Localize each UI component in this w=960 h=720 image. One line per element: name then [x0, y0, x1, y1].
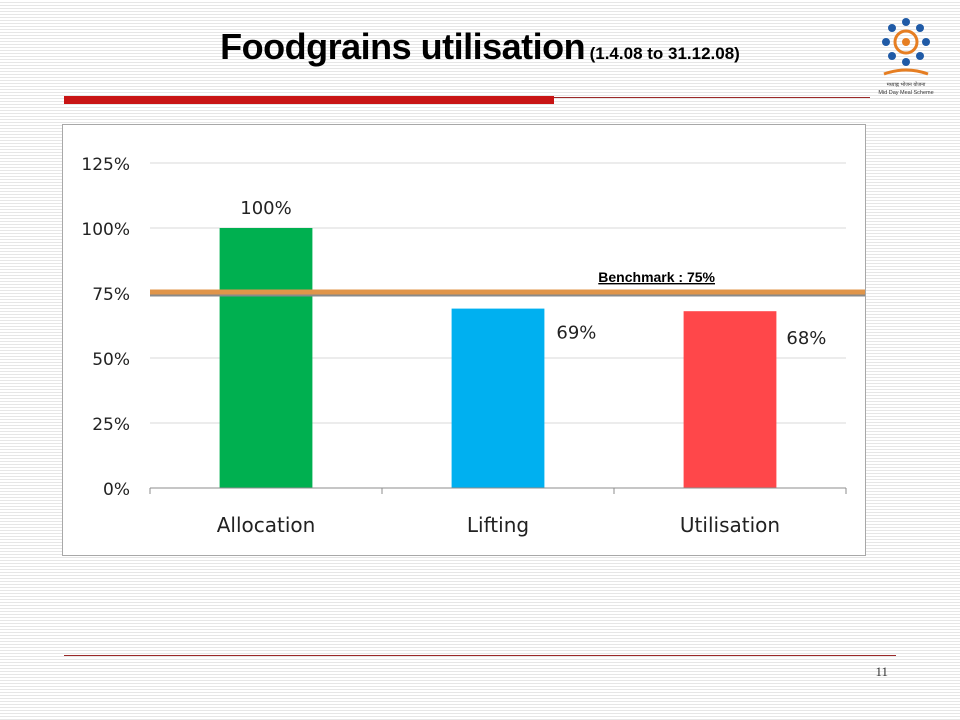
bar-utilisation [683, 311, 777, 488]
labels: 0% 25% 50% 75% 100% 125% Allocation 100% Lifting… [81, 155, 826, 537]
axes [149, 487, 847, 494]
bar-allocation [219, 228, 313, 488]
data-label: 100% [240, 198, 291, 219]
x-tick-label: Allocation [217, 513, 316, 537]
bars [219, 228, 777, 488]
title-date-range: (1.4.08 to 31.12.08) [589, 44, 740, 63]
y-tick-label: 75% [92, 285, 130, 305]
mid-day-meal-logo: मध्याह्न भोजन योजना Mid Day Meal Scheme [878, 18, 934, 96]
y-tick-label: 100% [81, 220, 130, 240]
bar-lifting [451, 308, 545, 488]
x-tick-label: Utilisation [680, 513, 780, 537]
data-label: 69% [556, 323, 596, 344]
chart-container: Benchmark : 75% 0% 25% 50% 75% 100% 125% Alloc… [62, 124, 866, 556]
y-tick-label: 125% [81, 155, 130, 175]
title-main: Foodgrains utilisation [220, 26, 586, 67]
benchmark-label: Benchmark : 75% [598, 269, 715, 285]
bar-chart: Benchmark : 75% 0% 25% 50% 75% 100% 125% Alloc… [81, 155, 865, 537]
logo-line-hindi: मध्याह्न भोजन योजना [887, 81, 926, 88]
data-label: 68% [786, 328, 826, 349]
title-underline-line [554, 97, 870, 98]
logo-line-english: Mid Day Meal Scheme [878, 90, 933, 96]
title-underline-bar [64, 96, 554, 104]
y-tick-label: 50% [92, 350, 130, 370]
benchmark-group: Benchmark : 75% [150, 269, 865, 297]
page-number: 11 [875, 664, 888, 679]
logo-emblem-icon [882, 18, 930, 76]
y-tick-label: 25% [92, 415, 130, 435]
y-tick-label: 0% [103, 480, 130, 500]
x-tick-label: Lifting [467, 513, 529, 537]
footer-line [64, 655, 896, 656]
slide-title: Foodgrains utilisation (1.4.08 to 31.12.… [0, 26, 960, 68]
